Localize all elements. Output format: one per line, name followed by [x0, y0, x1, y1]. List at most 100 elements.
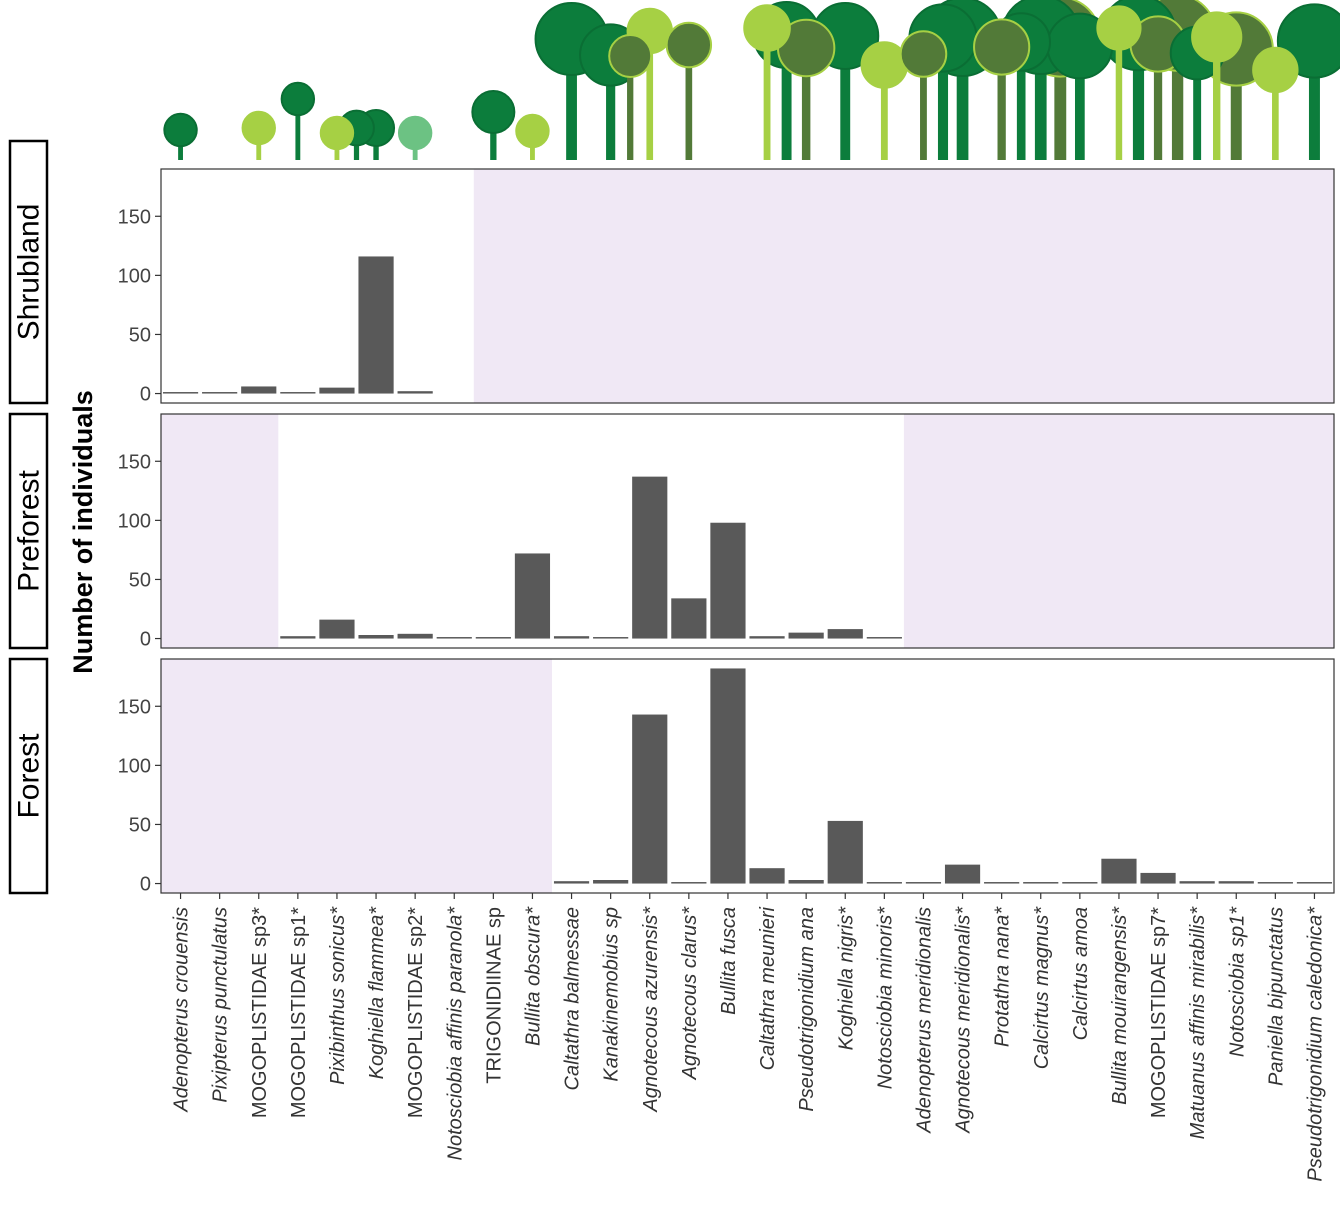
bar-forest-12: [632, 714, 668, 884]
bar-forest-24: [1101, 858, 1137, 884]
bar-forest-27: [1218, 881, 1254, 884]
y-tick-label: 150: [118, 206, 151, 228]
bar-preforest-12: [632, 476, 668, 639]
lollipop-8: [471, 90, 516, 160]
x-tick-label-4: Pixibinthus sonicus*: [327, 906, 349, 1085]
panel-present-region: [278, 414, 904, 648]
bar-forest-21: [984, 882, 1020, 884]
y-tick-label: 0: [140, 629, 151, 651]
lollipop-8-circle: [471, 90, 516, 134]
bar-forest-17: [827, 820, 863, 884]
lollipop-18: [860, 41, 909, 160]
lollipop-28-circle: [1252, 46, 1299, 94]
bar-preforest-3: [280, 636, 316, 639]
lollipop-3-circle: [280, 81, 316, 117]
panel-border: [160, 168, 1335, 404]
x-tick-label-0: Adenopterus crouensis: [171, 907, 193, 1113]
lollipop-layer: [163, 0, 1340, 160]
lollipop-9-circle: [515, 113, 550, 149]
bar-preforest-9: [514, 553, 551, 639]
lollipop-0: [163, 112, 198, 160]
bar-forest-25: [1140, 872, 1176, 884]
lollipop-16: [776, 18, 836, 160]
panel-layer: 0 50 100 150 Shrubland 0 50 100 150 Preforest 0 50 1…: [8, 139, 1335, 896]
y-tick-label: 100: [118, 755, 151, 777]
y-tick-label: 50: [129, 324, 151, 346]
lollipop-15-circle: [743, 4, 791, 52]
x-tick-label-11: Kanakinemobius sp: [601, 907, 623, 1082]
x-tick-label-20: Agnotecous meridionalis*: [953, 906, 975, 1134]
lollipop-6-circle: [397, 115, 433, 151]
x-tick-label-19: Adenopterus meridionalis: [913, 907, 935, 1134]
panel-preforest: 0 50 100 150 Preforest: [8, 412, 1335, 651]
bar-preforest-14: [710, 522, 746, 639]
lollipop-4-circle: [319, 115, 355, 151]
bar-forest-18: [866, 882, 902, 884]
lollipop-0-circle: [163, 112, 198, 148]
lollipop-21: [973, 18, 1031, 160]
bar-forest-16: [788, 880, 824, 884]
x-tick-label-2: MOGOPLISTIDAE sp3*: [249, 907, 271, 1118]
x-tick-labels: Adenopterus crouensis Pixipterus punctula…: [171, 893, 1326, 1182]
lollipop-2: [241, 110, 276, 160]
bar-shrubland-0: [162, 392, 199, 394]
facet-label-forest: Forest: [13, 733, 46, 819]
bar-forest-20: [944, 864, 981, 884]
x-tick-label-12: Agnotecous azurensis*: [640, 906, 662, 1113]
x-tick-label-28: Paniella bipunctatus: [1265, 907, 1287, 1086]
x-tick-label-18: Notosciobia minoris*: [874, 906, 896, 1090]
bar-forest-15: [749, 868, 785, 884]
lollipop-19-circle: [899, 30, 948, 78]
lollipop-28: [1252, 46, 1299, 160]
bar-preforest-7: [436, 637, 472, 639]
x-tick-label-16: Pseudotrigonidium ana: [796, 907, 818, 1112]
panel-border: [160, 413, 1335, 649]
bar-forest-28: [1257, 882, 1293, 884]
x-tick-label-5: Koghiella flammea*: [366, 906, 388, 1080]
x-tick-label-15: Caltathra meunieri: [757, 906, 779, 1070]
x-tick-label-9: Bullita obscura*: [522, 906, 544, 1046]
lollipop-6: [397, 115, 433, 160]
lollipop-extra-8-circle: [1191, 11, 1243, 63]
bar-preforest-18: [866, 637, 902, 639]
lollipop-13: [665, 21, 713, 160]
bar-forest-13: [671, 882, 707, 884]
bar-forest-29: [1296, 882, 1333, 884]
bar-preforest-16: [788, 632, 824, 639]
lollipop-24: [1096, 5, 1142, 160]
lollipop-4: [319, 115, 355, 160]
lollipop-extra-8: [1191, 11, 1243, 160]
bar-shrubland-6: [397, 391, 433, 394]
bar-preforest-10: [553, 636, 590, 639]
y-tick-label: 150: [118, 451, 151, 473]
bar-shrubland-2: [241, 386, 277, 394]
x-tick-label-27: Notosciobia sp1*: [1226, 906, 1248, 1057]
panel-forest: 0 50 100 150 Forest: [8, 657, 1335, 896]
lollipop-24-circle: [1096, 5, 1142, 51]
y-tick-label: 0: [140, 874, 151, 896]
y-tick-label: 50: [129, 814, 151, 836]
lollipop-13-circle: [665, 21, 713, 69]
bar-preforest-4: [319, 619, 355, 639]
facet-strip-preforest: [8, 412, 49, 650]
bar-preforest-8: [475, 637, 511, 639]
x-tick-label-14: Bullita fusca: [718, 907, 740, 1015]
x-tick-label-10: Caltathra balmessae: [562, 907, 584, 1090]
panel-shrubland: 0 50 100 150 Shrubland: [8, 139, 1335, 406]
x-tick-label-3: MOGOPLISTIDAE sp1*: [288, 907, 310, 1118]
bar-forest-23: [1062, 882, 1098, 884]
bar-forest-10: [553, 881, 590, 884]
y-tick-label: 100: [118, 510, 151, 532]
panel-present-region: [552, 659, 1334, 893]
x-tick-label-21: Protathra nana*: [992, 906, 1014, 1047]
y-tick-label: 150: [118, 696, 151, 718]
facet-label-shrubland: Shrubland: [13, 204, 46, 341]
lollipop-15: [743, 4, 791, 160]
x-tick-label-22: Calcirtus magnus*: [1031, 906, 1053, 1070]
lollipop-extra-1: [608, 34, 653, 160]
bar-shrubland-4: [319, 387, 355, 394]
bar-forest-11: [593, 880, 629, 884]
lollipop-12: [626, 7, 673, 160]
